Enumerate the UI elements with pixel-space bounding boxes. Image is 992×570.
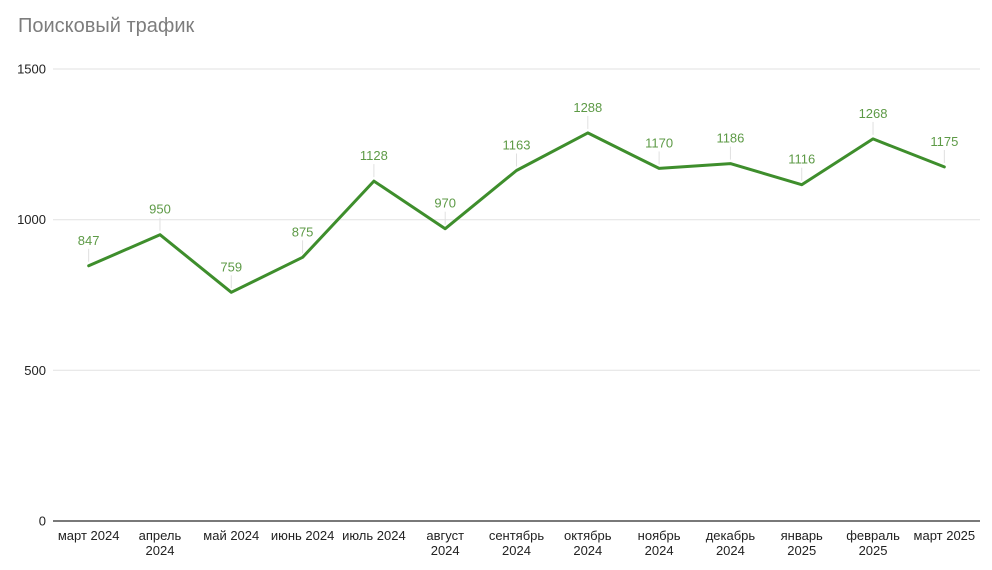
traffic-series-line (87, 131, 946, 294)
data-point-label: 875 (292, 224, 314, 239)
x-axis-tick-label: май 2024 (203, 528, 259, 543)
x-axis-tick-label: январь (781, 528, 823, 543)
x-axis-tick-label: апрель (139, 528, 182, 543)
x-axis-tick-label: октябрь (564, 528, 612, 543)
x-axis-tick-label: 2024 (146, 543, 175, 558)
data-point-label: 847 (78, 233, 100, 248)
x-axis-tick-label: март 2024 (58, 528, 120, 543)
data-point-label: 1170 (645, 135, 673, 150)
y-axis-tick-label: 1000 (17, 212, 46, 227)
x-axis-tick-label: декабрь (706, 528, 756, 543)
data-point-label: 1163 (503, 138, 531, 153)
data-point-label: 1288 (573, 100, 602, 115)
data-point-label: 1175 (930, 134, 958, 149)
y-axis-tick-label: 1500 (17, 62, 46, 77)
x-axis-tick-label: август (426, 528, 464, 543)
x-axis-tick-label: март 2025 (914, 528, 976, 543)
data-point-label: 1116 (788, 152, 815, 167)
x-axis-tick-label: 2024 (502, 543, 531, 558)
x-axis-tick-label: июнь 2024 (271, 528, 335, 543)
x-axis-tick-label: ноябрь (638, 528, 681, 543)
x-axis-tick-label: 2024 (431, 543, 460, 558)
data-point-label: 970 (434, 196, 456, 211)
x-axis-tick-label: 2024 (645, 543, 674, 558)
data-point-label: 759 (220, 259, 242, 274)
x-axis-tick-label: 2024 (573, 543, 602, 558)
x-axis-tick-label: 2025 (859, 543, 888, 558)
x-axis-tick-label: сентябрь (489, 528, 545, 543)
data-point-label: 1128 (360, 148, 388, 163)
chart-title: Поисковый трафик (18, 15, 195, 37)
y-axis-tick-label: 500 (24, 363, 46, 378)
x-axis-tick-label: 2024 (716, 543, 745, 558)
data-point-label: 1186 (716, 131, 744, 146)
x-axis-tick-label: июль 2024 (342, 528, 406, 543)
data-point-label: 1268 (859, 106, 888, 121)
x-axis-tick-label: февраль (846, 528, 900, 543)
y-axis-tick-label: 0 (39, 514, 46, 529)
x-axis-tick-label: 2025 (787, 543, 816, 558)
data-point-label: 950 (149, 202, 171, 217)
